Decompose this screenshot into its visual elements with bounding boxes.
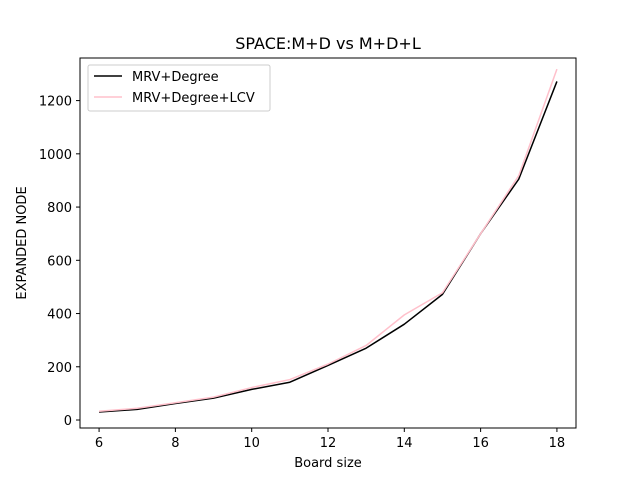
- y-tick-label: 0: [64, 414, 72, 429]
- legend: MRV+Degree MRV+Degree+LCV: [87, 64, 271, 112]
- x-tick-label: 16: [472, 436, 489, 451]
- plot-frame: [79, 57, 577, 429]
- x-tick-label: 14: [396, 436, 413, 451]
- x-tick-label: 8: [171, 436, 179, 451]
- x-tick-label: 6: [95, 436, 103, 451]
- chart-title: SPACE:M+D vs M+D+L: [235, 34, 421, 53]
- x-axis: 6 8 10 12 14 16 18: [95, 428, 565, 451]
- plot-lines: [99, 68, 558, 413]
- legend-label-mrv-degree: MRV+Degree: [132, 70, 219, 85]
- x-axis-label: Board size: [294, 456, 362, 471]
- x-tick-label: 18: [549, 436, 566, 451]
- y-axis-label: EXPANDED NODE: [15, 186, 30, 299]
- y-tick-label: 1000: [39, 148, 72, 163]
- series-line-mrv-degree: [99, 81, 558, 413]
- y-tick-label: 800: [47, 201, 72, 216]
- y-tick-label: 600: [47, 254, 72, 269]
- y-tick-label: 1200: [39, 95, 72, 110]
- y-axis: 0 200 400 600 800 1000 1200: [39, 95, 80, 429]
- legend-label-mrv-degree-lcv: MRV+Degree+LCV: [132, 91, 255, 106]
- y-tick-label: 400: [47, 308, 72, 323]
- x-tick-label: 12: [320, 436, 337, 451]
- x-tick-label: 10: [243, 436, 260, 451]
- series-line-mrv-degree-lcv: [99, 68, 558, 412]
- legend-box: [87, 64, 271, 112]
- y-tick-label: 200: [47, 361, 72, 376]
